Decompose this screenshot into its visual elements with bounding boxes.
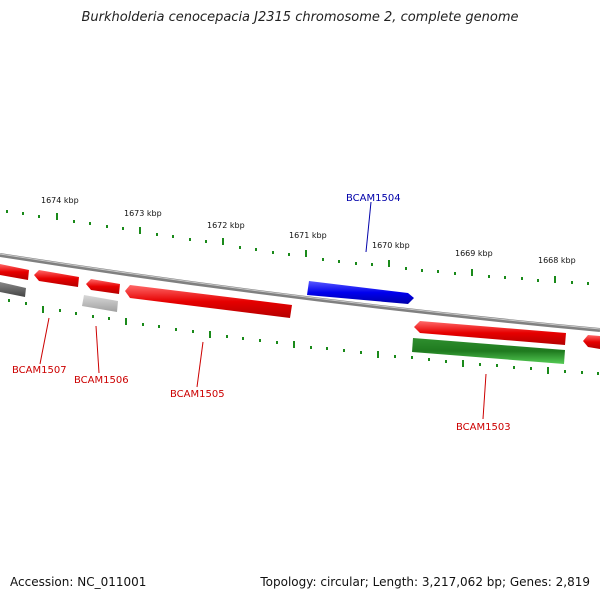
gene-features: [0, 264, 600, 364]
gene-label-bcam1505[interactable]: BCAM1505: [170, 389, 225, 400]
scale-labels: 1674 kbp 1673 kbp 1672 kbp 1671 kbp 1670…: [41, 196, 576, 265]
gene-label-lines: [39, 201, 487, 420]
scale-label-1670: 1670 kbp: [372, 241, 410, 250]
gene-label-bcam1503[interactable]: BCAM1503: [456, 422, 511, 433]
genome-backbone-highlight: [0, 253, 600, 330]
gene-label-bcam1506[interactable]: BCAM1506: [74, 375, 129, 386]
gene-feature-gray[interactable]: [82, 295, 118, 312]
scale-label-1674: 1674 kbp: [41, 196, 79, 205]
gene-label-bcam1504[interactable]: BCAM1504: [346, 193, 401, 204]
scale-label-1673: 1673 kbp: [124, 209, 162, 218]
gene-label-bcam1507[interactable]: BCAM1507: [12, 365, 67, 376]
genome-summary-text: Topology: circular; Length: 3,217,062 bp…: [260, 575, 590, 589]
gene-feature-red-left[interactable]: [0, 264, 29, 280]
map-title: Burkholderia cenocepacia J2315 chromosom…: [81, 10, 519, 25]
gene-feature-bcam1506[interactable]: [86, 279, 120, 294]
gene-feature-bcam1505[interactable]: [125, 285, 292, 318]
gene-feature-bcam1504[interactable]: [307, 281, 414, 304]
scale-label-1668: 1668 kbp: [538, 256, 576, 265]
scale-label-1671: 1671 kbp: [289, 231, 327, 240]
genome-backbone: [0, 253, 600, 332]
gene-feature-dark[interactable]: [0, 282, 26, 297]
gene-feature-bcam1503[interactable]: [414, 321, 566, 345]
outer-scale-ticks: [6, 210, 589, 285]
gene-labels: BCAM1507 BCAM1506 BCAM1505 BCAM1504 BCAM…: [12, 193, 511, 433]
scale-label-1669: 1669 kbp: [455, 249, 493, 258]
inner-scale-ticks: [8, 299, 599, 375]
gene-feature-bcam1507[interactable]: [34, 270, 79, 287]
gene-feature-green[interactable]: [412, 338, 565, 364]
gene-feature-red-right[interactable]: [583, 335, 600, 349]
accession-text: Accession: NC_011001: [10, 575, 147, 589]
scale-label-1672: 1672 kbp: [207, 221, 245, 230]
